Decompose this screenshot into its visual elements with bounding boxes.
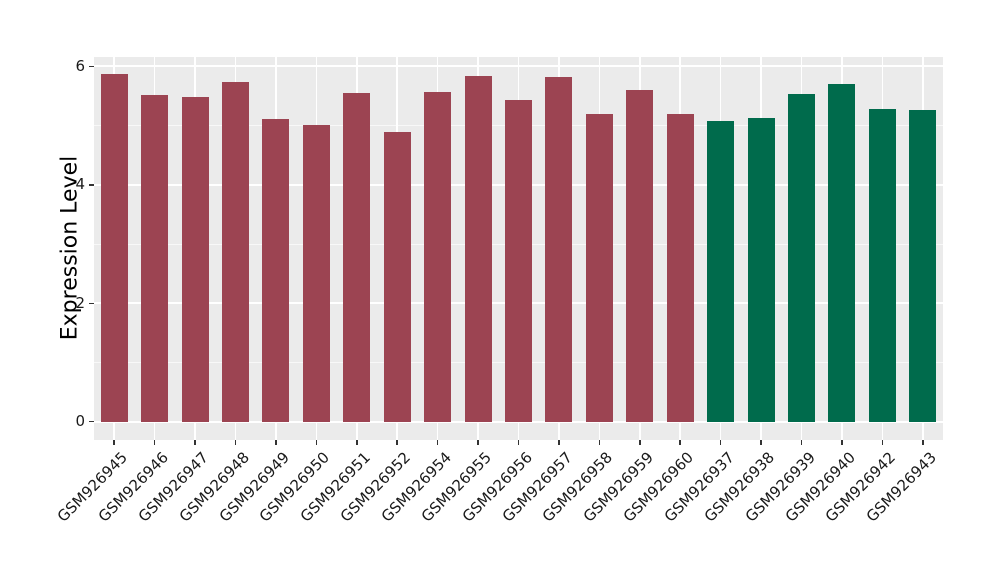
x-tick-mark: [558, 440, 560, 445]
plot-panel: [94, 57, 943, 440]
x-tick-mark: [922, 440, 924, 445]
x-tick-mark: [679, 440, 681, 445]
y-tick-label: 0: [75, 412, 85, 431]
y-tick-label: 2: [75, 293, 85, 312]
y-tick-mark: [89, 420, 94, 423]
x-tick-mark: [113, 440, 115, 445]
major-gridline: [94, 65, 943, 68]
x-tick-mark: [598, 440, 601, 445]
x-tick-mark: [356, 440, 358, 445]
x-tick-mark: [194, 440, 196, 445]
x-tick-mark: [881, 440, 884, 445]
bar-GSM926958: [585, 114, 613, 422]
y-tick-label: 6: [75, 56, 85, 75]
bar-GSM926937: [707, 120, 735, 422]
bar-GSM926946: [141, 94, 169, 422]
y-tick-mark: [89, 302, 94, 304]
x-tick-mark: [396, 440, 398, 445]
bar-GSM926940: [828, 84, 856, 422]
bar-GSM926951: [343, 93, 371, 422]
x-tick-mark: [477, 440, 479, 445]
x-tick-mark: [841, 440, 843, 445]
x-tick-mark: [234, 440, 237, 445]
bar-GSM926954: [424, 91, 452, 422]
x-tick-mark: [275, 440, 277, 445]
bar-GSM926960: [666, 113, 694, 422]
bar-GSM926955: [464, 75, 492, 422]
x-tick-mark: [153, 440, 156, 445]
major-gridline: [94, 420, 943, 423]
x-tick-mark: [800, 440, 803, 445]
x-tick-mark: [760, 440, 762, 445]
x-tick-mark: [517, 440, 520, 445]
bar-GSM926938: [747, 117, 775, 422]
bar-GSM926952: [383, 132, 411, 422]
bar-GSM926945: [100, 74, 128, 422]
y-tick-label: 4: [75, 175, 85, 194]
bar-GSM926948: [222, 82, 249, 422]
bar-GSM926943: [909, 110, 937, 422]
x-tick-mark: [436, 440, 439, 445]
bar-GSM926957: [545, 77, 573, 422]
bar-GSM926950: [302, 125, 330, 422]
x-tick-mark: [639, 440, 641, 445]
bar-GSM926949: [262, 118, 290, 422]
bar-GSM926939: [788, 94, 815, 422]
x-tick-mark: [315, 440, 318, 445]
bar-GSM926947: [181, 97, 209, 422]
bar-GSM926959: [626, 90, 654, 422]
x-tick-mark: [719, 440, 722, 445]
y-tick-mark: [89, 65, 94, 68]
bar-GSM926956: [505, 100, 532, 422]
y-tick-mark: [89, 184, 94, 186]
bar-GSM926942: [868, 109, 896, 422]
